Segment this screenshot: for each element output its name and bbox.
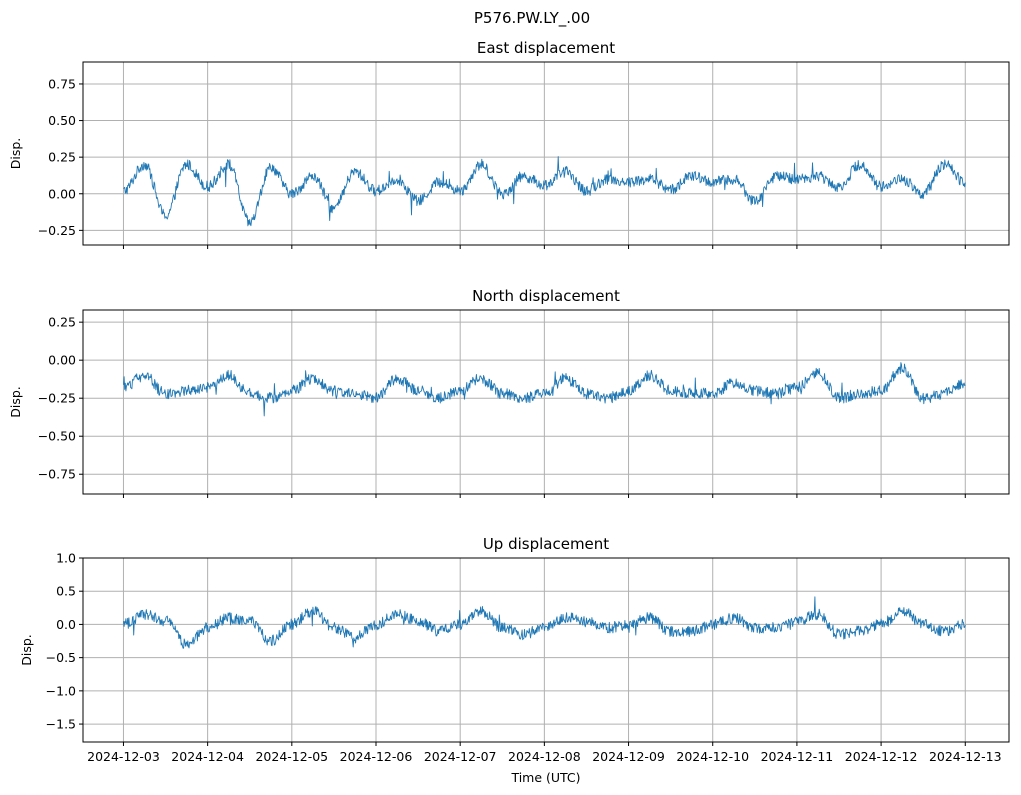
north-y-tick-label: −0.25 <box>38 391 76 406</box>
x-tick-label: 2024-12-08 <box>508 749 581 764</box>
up-y-axis-label: Disp. <box>19 634 34 666</box>
north-y-tick-label: 0.00 <box>48 353 76 368</box>
x-axis-label: Time (UTC) <box>510 770 580 785</box>
up-y-tick-label: −1.0 <box>46 683 76 698</box>
east-y-tick-label: 0.75 <box>48 76 76 91</box>
north-y-tick-label: 0.25 <box>48 315 76 330</box>
x-tick-label: 2024-12-04 <box>171 749 244 764</box>
x-tick-label: 2024-12-11 <box>761 749 834 764</box>
x-tick-label: 2024-12-10 <box>676 749 749 764</box>
east-panel: −0.25 0.00 0.25 0.50 0.75 East displacement Di… <box>8 39 1010 249</box>
east-y-tick-label: 0.00 <box>48 186 76 201</box>
up-y-tick-label: 0.5 <box>56 584 76 599</box>
east-y-tick-label: 0.25 <box>48 150 76 165</box>
up-axes-frame <box>82 557 1010 743</box>
north-series-line <box>123 362 966 417</box>
x-tick-label: 2024-12-13 <box>929 749 1002 764</box>
north-panel: −0.75 −0.50 −0.25 0.00 0.25 North displacemen… <box>8 287 1010 498</box>
x-tick-label: 2024-12-05 <box>255 749 328 764</box>
up-y-tick-label: 1.0 <box>56 551 76 566</box>
north-axes-frame <box>82 309 1010 495</box>
up-series-line <box>123 596 966 649</box>
up-y-tick-label: −1.5 <box>46 717 76 732</box>
north-y-tick-label: −0.50 <box>38 429 76 444</box>
north-y-tick-label: −0.75 <box>38 467 76 482</box>
panels: −0.25 0.00 0.25 0.50 0.75 East displacement Di… <box>8 39 1010 764</box>
x-tick-label: 2024-12-09 <box>592 749 665 764</box>
east-y-axis-label: Disp. <box>8 138 23 170</box>
up-panel: 2024-12-03 2024-12-04 2024-12-05 2024-12-06… <box>19 535 1010 764</box>
east-series-line <box>123 156 966 227</box>
x-tick-label: 2024-12-03 <box>87 749 160 764</box>
up-y-tick-label: 0.0 <box>56 617 76 632</box>
up-y-tick-label: −0.5 <box>46 650 76 665</box>
east-y-tick-label: −0.25 <box>38 223 76 238</box>
x-tick-label: 2024-12-06 <box>340 749 413 764</box>
figure-suptitle: P576.PW.LY_.00 <box>474 9 590 28</box>
x-tick-label: 2024-12-12 <box>845 749 918 764</box>
north-y-axis-label: Disp. <box>8 386 23 418</box>
east-y-tick-label: 0.50 <box>48 113 76 128</box>
east-panel-title: East displacement <box>477 39 615 57</box>
east-axes-frame <box>82 61 1010 246</box>
north-panel-title: North displacement <box>472 287 620 305</box>
x-tick-label: 2024-12-07 <box>424 749 497 764</box>
up-panel-title: Up displacement <box>483 535 609 553</box>
